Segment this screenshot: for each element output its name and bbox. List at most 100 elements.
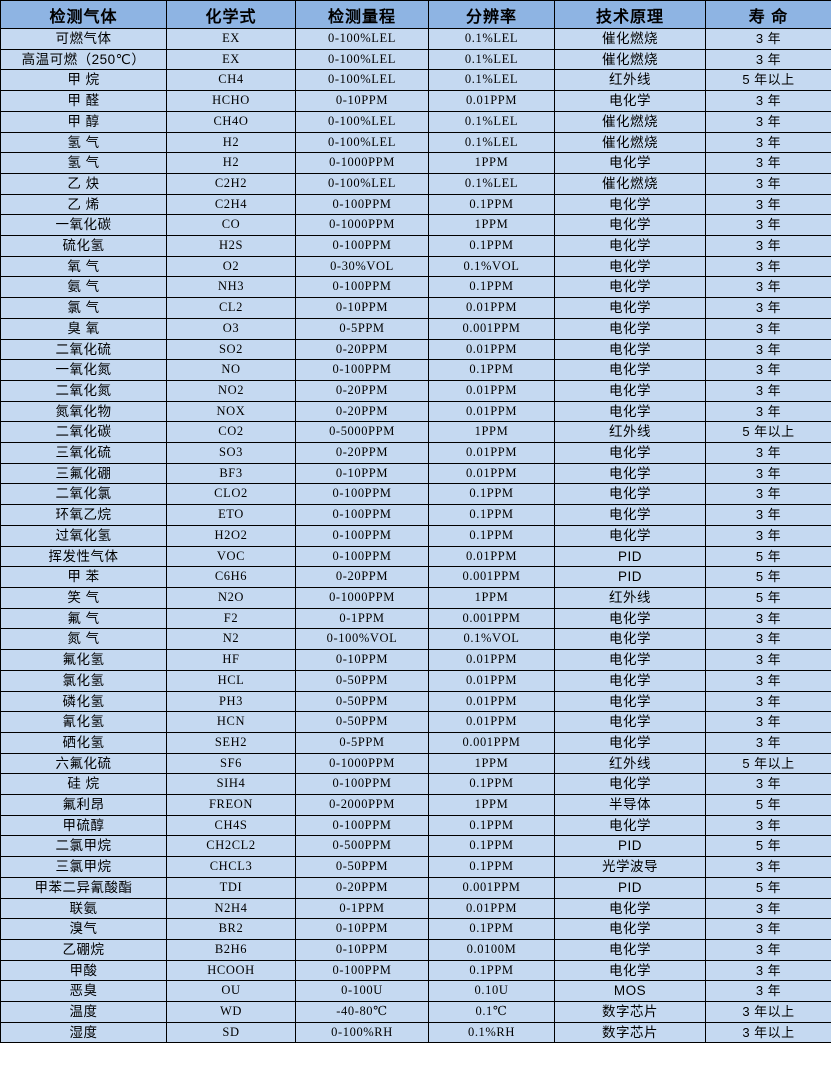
table-row: 三氧化硫 SO3 0-20PPM 0.01PPM 电化学 3 年 [0, 442, 831, 464]
cell-chemical-formula: O3 [166, 317, 296, 340]
cell-technology-principle: 电化学 [554, 918, 706, 940]
cell-resolution: 1PPM [428, 152, 555, 174]
cell-chemical-formula: CH2CL2 [166, 835, 296, 858]
cell-chemical-formula: H2 [166, 152, 296, 174]
column-header-gas-name: 检测气体 [0, 0, 167, 29]
cell-chemical-formula: NH3 [166, 276, 296, 299]
cell-chemical-formula: B2H6 [166, 938, 296, 961]
cell-detection-range: 0-500PPM [295, 835, 429, 858]
cell-chemical-formula: SF6 [166, 752, 296, 775]
cell-detection-range: 0-100PPM [295, 193, 429, 216]
table-row: 二氧化氮 NO2 0-20PPM 0.01PPM 电化学 3 年 [0, 379, 831, 402]
table-row: 甲苯二异氰酸酯 TDI 0-20PPM 0.001PPM PID 5 年 [0, 876, 831, 899]
cell-gas-name: 联氨 [0, 897, 167, 920]
table-row: 氟化氢 HF 0-10PPM 0.01PPM 电化学 3 年 [0, 649, 831, 671]
table-row: 三氯甲烷 CHCL3 0-50PPM 0.1PPM 光学波导 3 年 [0, 856, 831, 878]
cell-technology-principle: 电化学 [554, 152, 706, 174]
table-row: 乙硼烷 B2H6 0-10PPM 0.0100M 电化学 3 年 [0, 938, 831, 961]
cell-gas-name: 高温可燃（250℃） [0, 48, 167, 71]
cell-technology-principle: 电化学 [554, 959, 706, 982]
table-row: 湿度 SD 0-100%RH 0.1%RH 数字芯片 3 年以上 [0, 1021, 831, 1044]
cell-detection-range: 0-100U [295, 980, 429, 1003]
cell-lifespan: 3 年 [705, 462, 831, 485]
cell-detection-range: 0-100PPM [295, 235, 429, 257]
cell-lifespan: 3 年以上 [705, 1001, 831, 1023]
cell-gas-name: 甲硫醇 [0, 814, 167, 837]
cell-detection-range: 0-1000PPM [295, 752, 429, 775]
cell-detection-range: 0-20PPM [295, 566, 429, 588]
cell-detection-range: 0-10PPM [295, 462, 429, 485]
table-row: 二氧化氯 CLO2 0-100PPM 0.1PPM 电化学 3 年 [0, 483, 831, 506]
cell-gas-name: 氯 气 [0, 297, 167, 319]
cell-gas-name: 氟利昂 [0, 794, 167, 816]
table-row: 磷化氢 PH3 0-50PPM 0.01PPM 电化学 3 年 [0, 690, 831, 713]
table-row: 氯化氢 HCL 0-50PPM 0.01PPM 电化学 3 年 [0, 669, 831, 692]
cell-resolution: 0.1PPM [428, 483, 555, 506]
cell-resolution: 0.1PPM [428, 193, 555, 216]
cell-gas-name: 氰化氢 [0, 711, 167, 733]
cell-detection-range: 0-10PPM [295, 918, 429, 940]
cell-detection-range: 0-20PPM [295, 442, 429, 464]
cell-chemical-formula: SO3 [166, 442, 296, 464]
cell-gas-name: 氯化氢 [0, 669, 167, 692]
cell-chemical-formula: C2H2 [166, 172, 296, 195]
cell-technology-principle: 光学波导 [554, 856, 706, 878]
cell-resolution: 0.001PPM [428, 317, 555, 340]
table-row: 一氧化碳 CO 0-1000PPM 1PPM 电化学 3 年 [0, 214, 831, 237]
cell-technology-principle: 电化学 [554, 193, 706, 216]
cell-resolution: 0.1%LEL [428, 110, 555, 133]
cell-technology-principle: 催化燃烧 [554, 110, 706, 133]
cell-technology-principle: MOS [554, 980, 706, 1003]
cell-chemical-formula: CH4 [166, 69, 296, 92]
cell-lifespan: 3 年 [705, 649, 831, 671]
cell-resolution: 0.1PPM [428, 773, 555, 796]
cell-chemical-formula: C2H4 [166, 193, 296, 216]
cell-technology-principle: 半导体 [554, 794, 706, 816]
table-row: 氮 气 N2 0-100%VOL 0.1%VOL 电化学 3 年 [0, 628, 831, 651]
cell-detection-range: 0-1PPM [295, 897, 429, 920]
table-row: 氟 气 F2 0-1PPM 0.001PPM 电化学 3 年 [0, 607, 831, 630]
cell-resolution: 0.1PPM [428, 276, 555, 299]
cell-gas-name: 硫化氢 [0, 235, 167, 257]
cell-chemical-formula: PH3 [166, 690, 296, 713]
cell-resolution: 0.01PPM [428, 462, 555, 485]
cell-lifespan: 3 年 [705, 110, 831, 133]
cell-detection-range: 0-50PPM [295, 690, 429, 713]
cell-resolution: 0.1PPM [428, 856, 555, 878]
cell-lifespan: 3 年 [705, 152, 831, 174]
cell-chemical-formula: SO2 [166, 338, 296, 361]
cell-detection-range: -40-80℃ [295, 1001, 429, 1023]
cell-gas-name: 二氧化碳 [0, 421, 167, 444]
cell-technology-principle: 电化学 [554, 276, 706, 299]
cell-lifespan: 3 年 [705, 980, 831, 1003]
cell-detection-range: 0-100PPM [295, 483, 429, 506]
table-row: 硒化氢 SEH2 0-5PPM 0.001PPM 电化学 3 年 [0, 731, 831, 754]
cell-technology-principle: 催化燃烧 [554, 131, 706, 154]
cell-resolution: 0.001PPM [428, 607, 555, 630]
cell-lifespan: 3 年 [705, 938, 831, 961]
cell-lifespan: 3 年 [705, 773, 831, 796]
cell-technology-principle: 电化学 [554, 90, 706, 112]
table-row: 氢 气 H2 0-1000PPM 1PPM 电化学 3 年 [0, 152, 831, 174]
cell-lifespan: 3 年 [705, 524, 831, 547]
cell-detection-range: 0-20PPM [295, 876, 429, 899]
cell-lifespan: 3 年 [705, 856, 831, 878]
cell-technology-principle: 数字芯片 [554, 1021, 706, 1044]
cell-chemical-formula: BF3 [166, 462, 296, 485]
cell-lifespan: 3 年 [705, 276, 831, 299]
cell-resolution: 0.01PPM [428, 669, 555, 692]
table-row: 溴气 BR2 0-10PPM 0.1PPM 电化学 3 年 [0, 918, 831, 940]
table-row: 过氧化氢 H2O2 0-100PPM 0.1PPM 电化学 3 年 [0, 524, 831, 547]
table-row: 甲酸 HCOOH 0-100PPM 0.1PPM 电化学 3 年 [0, 959, 831, 982]
cell-lifespan: 5 年 [705, 586, 831, 609]
cell-detection-range: 0-100%LEL [295, 48, 429, 71]
cell-gas-name: 乙 烯 [0, 193, 167, 216]
cell-detection-range: 0-100PPM [295, 545, 429, 568]
cell-chemical-formula: ETO [166, 504, 296, 526]
cell-chemical-formula: NO2 [166, 379, 296, 402]
table-row: 硅 烷 SIH4 0-100PPM 0.1PPM 电化学 3 年 [0, 773, 831, 796]
column-header-detection-range: 检测量程 [295, 0, 429, 29]
cell-lifespan: 3 年 [705, 255, 831, 278]
cell-detection-range: 0-50PPM [295, 856, 429, 878]
cell-chemical-formula: NO [166, 359, 296, 381]
